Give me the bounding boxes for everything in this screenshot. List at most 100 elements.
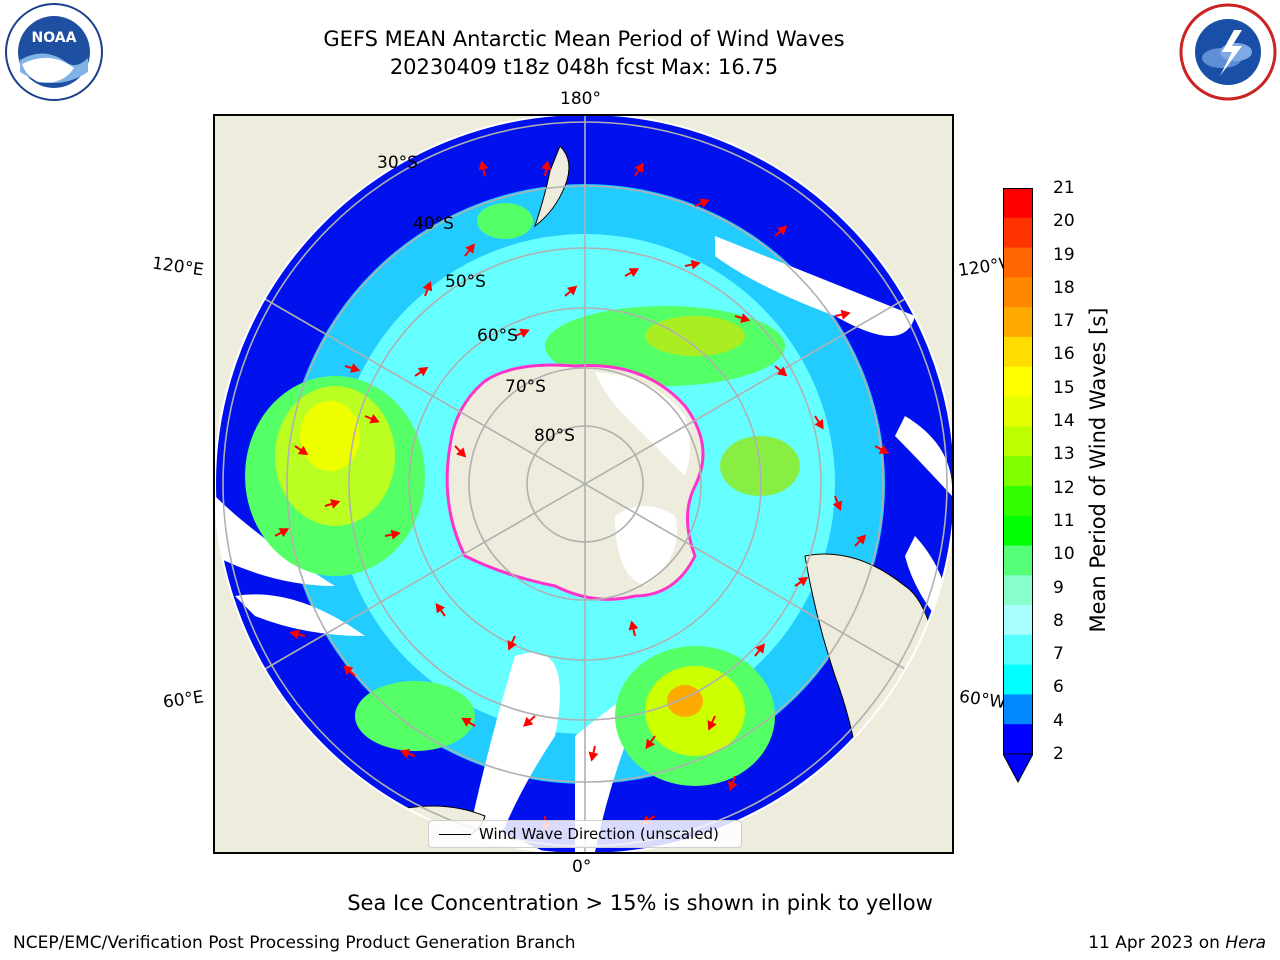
colorbar-band <box>1003 694 1033 725</box>
wind-wave-arrowhead <box>878 444 890 454</box>
wind-wave-arrowhead <box>519 328 530 338</box>
footer-machine: Hera <box>1225 933 1266 953</box>
wind-wave-arrowhead <box>435 602 446 614</box>
lat-label-80s: 80°S <box>534 426 575 446</box>
lat-label-30s: 30°S <box>377 153 418 173</box>
wind-wave-arrowhead <box>422 281 433 292</box>
wind-wave-arrowhead <box>690 259 701 270</box>
wind-wave-arrowhead <box>507 640 517 651</box>
colorbar-under-triangle <box>1003 753 1033 784</box>
wind-wave-arrowhead <box>390 529 401 540</box>
colorbar <box>1003 188 1033 784</box>
wind-wave-arrowhead <box>628 620 639 631</box>
footer-date: 11 Apr 2023 on <box>1088 933 1226 953</box>
colorbar-tick-label: 16 <box>1053 344 1075 365</box>
colorbar-tick-label: 21 <box>1053 178 1075 198</box>
colorbar-tick-label: 15 <box>1053 377 1075 398</box>
colorbar-band <box>1003 485 1033 517</box>
legend-line-icon <box>439 834 471 835</box>
lon-label-180: 180° <box>560 89 601 109</box>
colorbar-band <box>1003 366 1033 398</box>
wind-wave-arrowhead <box>456 447 467 458</box>
wind-wave-arrowhead <box>541 160 552 171</box>
wind-wave-arrowhead <box>461 717 472 727</box>
plot-subtitle: 20230409 t18z 048h fcst Max: 16.75 <box>389 55 779 79</box>
colorbar-tick-label: 18 <box>1053 277 1075 298</box>
colorbar-band <box>1003 724 1033 755</box>
colorbar-band <box>1003 396 1033 427</box>
wind-wave-arrowhead <box>330 499 341 509</box>
colorbar-band <box>1003 277 1033 308</box>
wind-wave-arrowhead <box>343 665 354 676</box>
footer-right: 11 Apr 2023 on Hera <box>1088 933 1266 953</box>
nws-logo <box>1179 3 1277 101</box>
wind-wave-arrowhead <box>465 243 475 254</box>
wind-wave-arrowhead <box>634 162 644 173</box>
wind-wave-arrowhead <box>399 748 411 759</box>
wind-wave-arrowhead <box>776 366 788 377</box>
colorbar-band <box>1003 217 1033 249</box>
wind-wave-arrowhead <box>289 629 300 640</box>
colorbar-band <box>1003 515 1033 546</box>
wind-wave-arrowhead <box>523 716 534 727</box>
wind-wave-arrowhead <box>645 738 656 750</box>
colorbar-tick-label: 13 <box>1053 444 1075 465</box>
plot-title: GEFS MEAN Antarctic Mean Period of Wind … <box>323 27 845 51</box>
colorbar-band <box>1003 634 1033 666</box>
wind-wave-arrowhead <box>369 414 380 424</box>
wind-wave-arrowhead <box>856 534 867 545</box>
wind-wave-arrowhead <box>297 445 309 456</box>
colorbar-band <box>1003 545 1033 576</box>
lon-label-60e: 60°E <box>161 687 206 713</box>
colorbar-band <box>1003 664 1033 695</box>
colorbar-band <box>1003 456 1033 487</box>
colorbar-tick-label: 8 <box>1053 610 1064 631</box>
wind-wave-arrowhead <box>755 643 765 654</box>
colorbar-tick-label: 20 <box>1053 211 1075 232</box>
footer-left: NCEP/EMC/Verification Post Processing Pr… <box>13 933 576 953</box>
wind-wave-arrowhead <box>588 751 599 762</box>
polar-map: 30°S 40°S 50°S 60°S 70°S 80°S Wind Wave … <box>213 114 954 854</box>
lat-label-50s: 50°S <box>445 272 486 292</box>
colorbar-tick-label: 12 <box>1053 477 1075 498</box>
wind-wave-arrowhead <box>699 198 710 208</box>
legend-label: Wind Wave Direction (unscaled) <box>479 825 719 843</box>
wind-wave-arrowhead <box>840 309 851 320</box>
lat-label-70s: 70°S <box>505 377 546 397</box>
colorbar-band <box>1003 426 1033 457</box>
colorbar-band <box>1003 188 1033 219</box>
lon-label-120e: 120°E <box>150 253 205 281</box>
wind-wave-arrowhead <box>566 285 578 296</box>
colorbar-tick-label: 19 <box>1053 244 1075 265</box>
lon-label-60w: 60°W <box>957 686 1008 714</box>
wind-wave-arrowhead <box>776 225 788 236</box>
colorbar-tick-label: 17 <box>1053 311 1075 332</box>
colorbar-tick-label: 4 <box>1053 710 1064 731</box>
sea-ice-note: Sea Ice Concentration > 15% is shown in … <box>347 891 933 915</box>
lat-label-60s: 60°S <box>477 326 518 346</box>
wind-wave-arrowhead <box>628 268 640 278</box>
wind-wave-arrowhead <box>832 500 843 511</box>
colorbar-band <box>1003 307 1033 338</box>
wind-wave-arrowhead <box>728 780 738 792</box>
colorbar-tick-label: 9 <box>1053 577 1064 598</box>
wind-wave-arrowhead <box>707 720 717 731</box>
colorbar-label: Mean Period of Wind Waves [s] <box>1086 307 1110 633</box>
colorbar-band <box>1003 247 1033 278</box>
svg-text:NOAA: NOAA <box>32 30 77 46</box>
colorbar-band <box>1003 575 1033 606</box>
noaa-logo: NOAA <box>5 3 103 101</box>
wind-wave-arrowhead <box>814 419 824 430</box>
wind-wave-arrowhead <box>417 366 429 377</box>
wind-wave-arrowhead <box>740 313 751 323</box>
map-canvas <box>215 116 952 852</box>
colorbar-tick-label: 2 <box>1053 744 1064 764</box>
colorbar-tick-label: 10 <box>1053 544 1075 565</box>
colorbar-tick-label: 6 <box>1053 677 1064 698</box>
wind-wave-arrowhead <box>478 160 489 171</box>
colorbar-tick-label: 11 <box>1053 510 1075 531</box>
lat-label-40s: 40°S <box>413 214 454 234</box>
colorbar-band <box>1003 605 1033 636</box>
lon-label-0: 0° <box>572 857 592 877</box>
wind-wave-arrowhead <box>350 363 361 373</box>
